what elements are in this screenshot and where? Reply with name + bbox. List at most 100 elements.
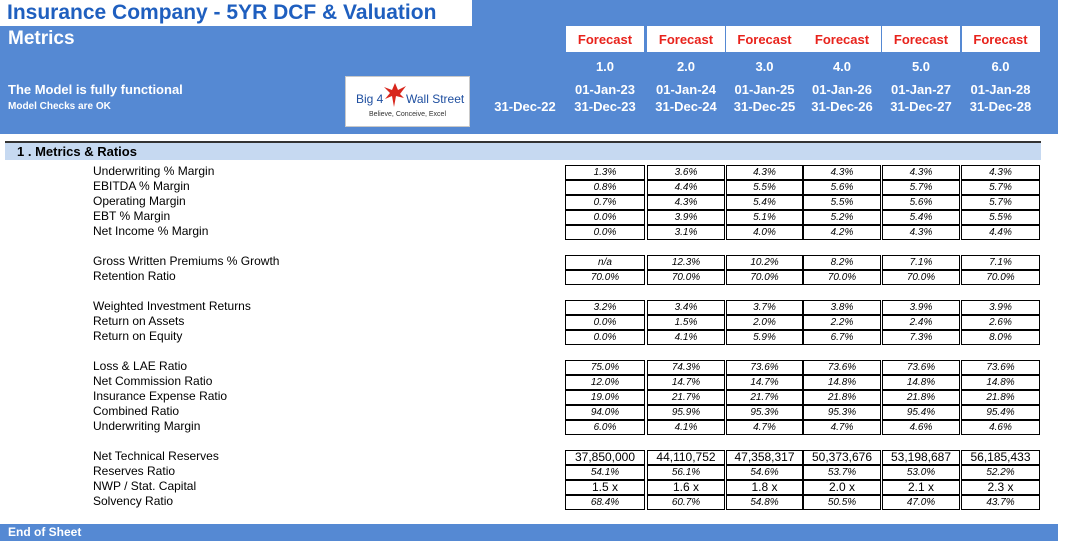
table-cell[interactable]: 4.3%	[882, 165, 960, 180]
table-cell[interactable]: 21.7%	[726, 390, 803, 405]
table-cell[interactable]: 70.0%	[882, 270, 960, 285]
table-cell[interactable]: 3.6%	[647, 165, 725, 180]
table-cell[interactable]: 14.7%	[726, 375, 803, 390]
table-cell[interactable]: 1.5 x	[565, 480, 645, 495]
table-cell[interactable]: 5.6%	[882, 195, 960, 210]
table-cell[interactable]: 4.0%	[726, 225, 803, 240]
table-cell[interactable]: 54.8%	[726, 495, 803, 510]
table-cell[interactable]: 4.3%	[882, 225, 960, 240]
table-cell[interactable]: 3.9%	[647, 210, 725, 225]
table-cell[interactable]: 8.2%	[803, 255, 881, 270]
table-cell[interactable]: 4.7%	[803, 420, 881, 435]
table-cell[interactable]: 75.0%	[565, 360, 645, 375]
table-cell[interactable]: 4.2%	[803, 225, 881, 240]
table-cell[interactable]: 53.7%	[803, 465, 881, 480]
table-cell[interactable]: 5.2%	[803, 210, 881, 225]
table-cell[interactable]: 0.0%	[565, 315, 645, 330]
table-cell[interactable]: 4.4%	[961, 225, 1040, 240]
table-cell[interactable]: 3.7%	[726, 300, 803, 315]
table-cell[interactable]: 43.7%	[961, 495, 1040, 510]
table-cell[interactable]: 54.6%	[726, 465, 803, 480]
table-cell[interactable]: 95.9%	[647, 405, 725, 420]
table-cell[interactable]: 70.0%	[647, 270, 725, 285]
table-cell[interactable]: 12.3%	[647, 255, 725, 270]
table-cell[interactable]: 0.7%	[565, 195, 645, 210]
table-cell[interactable]: 0.0%	[565, 330, 645, 345]
table-cell[interactable]: 2.0 x	[803, 480, 881, 495]
table-cell[interactable]: 5.1%	[726, 210, 803, 225]
table-cell[interactable]: 4.3%	[726, 165, 803, 180]
table-cell[interactable]: 37,850,000	[565, 450, 645, 465]
table-cell[interactable]: 70.0%	[961, 270, 1040, 285]
table-cell[interactable]: 73.6%	[803, 360, 881, 375]
table-cell[interactable]: 5.7%	[961, 195, 1040, 210]
table-cell[interactable]: 4.7%	[726, 420, 803, 435]
table-cell[interactable]: n/a	[565, 255, 645, 270]
table-cell[interactable]: 70.0%	[726, 270, 803, 285]
table-cell[interactable]: 5.5%	[961, 210, 1040, 225]
table-cell[interactable]: 2.0%	[726, 315, 803, 330]
table-cell[interactable]: 6.0%	[565, 420, 645, 435]
table-cell[interactable]: 5.9%	[726, 330, 803, 345]
table-cell[interactable]: 0.8%	[565, 180, 645, 195]
table-cell[interactable]: 0.0%	[565, 210, 645, 225]
table-cell[interactable]: 3.1%	[647, 225, 725, 240]
table-cell[interactable]: 7.3%	[882, 330, 960, 345]
table-cell[interactable]: 4.6%	[882, 420, 960, 435]
table-cell[interactable]: 50,373,676	[803, 450, 881, 465]
table-cell[interactable]: 21.8%	[961, 390, 1040, 405]
table-cell[interactable]: 2.3 x	[961, 480, 1040, 495]
table-cell[interactable]: 56,185,433	[961, 450, 1040, 465]
table-cell[interactable]: 95.3%	[803, 405, 881, 420]
table-cell[interactable]: 70.0%	[803, 270, 881, 285]
table-cell[interactable]: 4.1%	[647, 330, 725, 345]
table-cell[interactable]: 56.1%	[647, 465, 725, 480]
table-cell[interactable]: 2.2%	[803, 315, 881, 330]
table-cell[interactable]: 12.0%	[565, 375, 645, 390]
table-cell[interactable]: 14.8%	[803, 375, 881, 390]
table-cell[interactable]: 73.6%	[726, 360, 803, 375]
table-cell[interactable]: 5.7%	[882, 180, 960, 195]
table-cell[interactable]: 5.4%	[726, 195, 803, 210]
table-cell[interactable]: 1.8 x	[726, 480, 803, 495]
table-cell[interactable]: 53,198,687	[882, 450, 960, 465]
table-cell[interactable]: 3.2%	[565, 300, 645, 315]
table-cell[interactable]: 94.0%	[565, 405, 645, 420]
table-cell[interactable]: 21.8%	[882, 390, 960, 405]
table-cell[interactable]: 44,110,752	[647, 450, 725, 465]
table-cell[interactable]: 4.1%	[647, 420, 725, 435]
table-cell[interactable]: 5.5%	[726, 180, 803, 195]
table-cell[interactable]: 4.3%	[803, 165, 881, 180]
table-cell[interactable]: 2.1 x	[882, 480, 960, 495]
table-cell[interactable]: 73.6%	[882, 360, 960, 375]
table-cell[interactable]: 1.6 x	[647, 480, 725, 495]
table-cell[interactable]: 21.8%	[803, 390, 881, 405]
table-cell[interactable]: 3.9%	[882, 300, 960, 315]
table-cell[interactable]: 5.5%	[803, 195, 881, 210]
table-cell[interactable]: 4.3%	[647, 195, 725, 210]
table-cell[interactable]: 19.0%	[565, 390, 645, 405]
table-cell[interactable]: 7.1%	[961, 255, 1040, 270]
table-cell[interactable]: 54.1%	[565, 465, 645, 480]
table-cell[interactable]: 8.0%	[961, 330, 1040, 345]
table-cell[interactable]: 52.2%	[961, 465, 1040, 480]
table-cell[interactable]: 3.4%	[647, 300, 725, 315]
table-cell[interactable]: 3.8%	[803, 300, 881, 315]
table-cell[interactable]: 5.4%	[882, 210, 960, 225]
table-cell[interactable]: 0.0%	[565, 225, 645, 240]
table-cell[interactable]: 47,358,317	[726, 450, 803, 465]
table-cell[interactable]: 95.3%	[726, 405, 803, 420]
table-cell[interactable]: 4.6%	[961, 420, 1040, 435]
table-cell[interactable]: 2.6%	[961, 315, 1040, 330]
table-cell[interactable]: 70.0%	[565, 270, 645, 285]
table-cell[interactable]: 73.6%	[961, 360, 1040, 375]
table-cell[interactable]: 4.3%	[961, 165, 1040, 180]
table-cell[interactable]: 74.3%	[647, 360, 725, 375]
table-cell[interactable]: 5.6%	[803, 180, 881, 195]
table-cell[interactable]: 21.7%	[647, 390, 725, 405]
table-cell[interactable]: 3.9%	[961, 300, 1040, 315]
table-cell[interactable]: 2.4%	[882, 315, 960, 330]
table-cell[interactable]: 53.0%	[882, 465, 960, 480]
table-cell[interactable]: 10.2%	[726, 255, 803, 270]
table-cell[interactable]: 14.8%	[882, 375, 960, 390]
